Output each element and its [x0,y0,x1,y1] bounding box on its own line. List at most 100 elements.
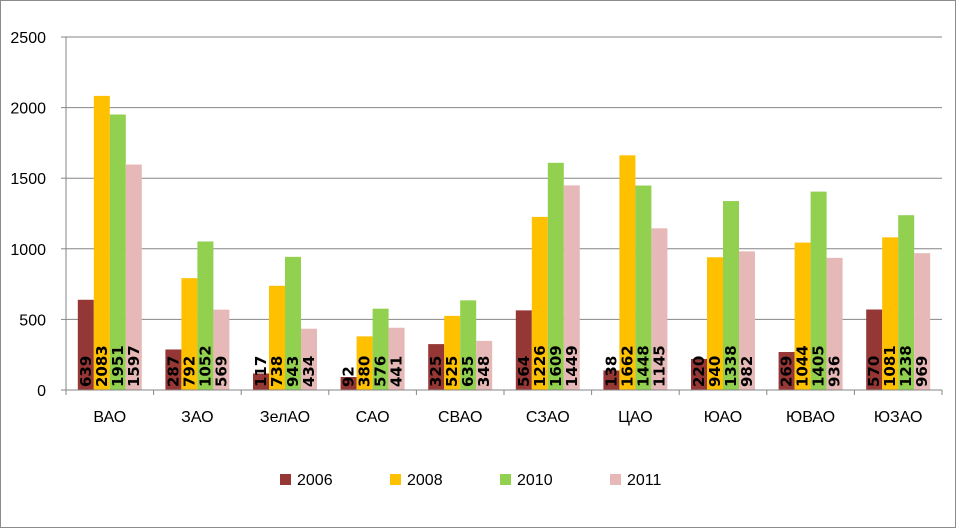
x-tick-label: ЮВАО [786,409,835,426]
bar [826,257,843,390]
data-label: 1951 [109,345,127,387]
data-label: 569 [212,356,230,387]
bar [547,162,564,390]
bar [356,336,373,390]
data-label: 940 [706,356,724,387]
bar [77,299,94,390]
y-tick-label: 1500 [10,171,46,188]
bar [109,114,126,390]
data-label: 2083 [93,345,111,387]
data-label: 564 [515,356,533,387]
bar [531,216,548,390]
data-label: 1662 [618,345,636,387]
x-tick-label: ЦАО [618,409,653,426]
x-tick-label: ЮЗАО [874,409,923,426]
bars [77,95,931,390]
x-tick-label: ВАО [93,409,126,426]
data-label: 92 [340,366,358,387]
data-label: 1609 [547,345,565,387]
bar [269,285,285,390]
legend-swatch [390,474,401,485]
y-tick-label: 2000 [10,101,46,118]
legend-label: 2010 [517,472,553,489]
data-label: 138 [602,356,620,387]
data-label: 348 [475,356,493,387]
legend: 2006 2008 2010 2011 [280,472,662,489]
bar [388,327,405,390]
bar [460,300,477,390]
bar [739,251,755,390]
bar [197,241,214,390]
data-label: 1226 [531,345,549,387]
y-tick-label: 500 [19,312,46,329]
bar [340,377,357,390]
data-label: 1449 [563,345,581,387]
y-axis: 0 500 1000 1500 2000 2500 [10,30,67,400]
data-label: 982 [738,356,756,387]
data-label: 325 [427,356,445,387]
legend-swatch [500,474,511,485]
data-label: 943 [284,356,302,387]
bar [810,191,827,390]
data-label: 1052 [196,345,214,387]
data-label: 117 [252,356,270,387]
y-tick-label: 2500 [10,30,46,47]
data-label: 969 [913,356,931,387]
data-label: 1145 [650,345,668,387]
x-tick-label: СВАО [438,409,482,426]
data-label: 1597 [125,345,143,387]
bar [301,328,317,390]
data-label: 380 [356,356,374,387]
data-label: 936 [826,356,844,387]
data-label: 1044 [794,345,812,387]
bar [444,315,461,390]
data-label: 639 [77,356,95,387]
x-tick-label: СЗАО [526,409,570,426]
bar [619,155,636,390]
bar [515,310,532,390]
x-tick-label: ЗелАО [260,409,310,426]
legend-label: 2011 [627,472,662,489]
data-label: 1448 [634,345,652,387]
data-label: 570 [865,356,883,387]
bar [794,242,811,390]
y-tick-label: 0 [37,383,46,400]
data-label: 434 [300,356,318,387]
bar [563,185,580,390]
bar [165,349,182,390]
bar [707,257,723,390]
bar [723,201,739,390]
bar [125,164,142,390]
bar [778,352,795,390]
data-label: 1338 [722,345,740,387]
x-tick-label: САО [356,409,390,426]
legend-label: 2006 [297,472,333,489]
data-label: 635 [459,356,477,387]
bar [603,370,620,390]
bar [181,278,198,390]
data-label: 287 [164,356,182,387]
data-label: 269 [778,356,796,387]
bar [253,373,269,390]
data-label: 1238 [897,345,915,387]
data-label: 1081 [881,345,899,387]
bar [651,228,668,390]
legend-swatch [610,474,621,485]
data-label: 1405 [810,345,828,387]
bar [866,309,883,390]
data-label: 525 [443,356,461,387]
bar [691,358,707,390]
bar [213,309,230,390]
y-tick-label: 1000 [10,242,46,259]
data-label: 441 [388,356,406,387]
data-label: 792 [180,356,198,387]
data-label: 576 [372,356,390,387]
bar [476,340,493,390]
x-tick-label: ЗАО [181,409,213,426]
data-label: 738 [268,356,286,387]
data-label: 220 [690,356,708,387]
bar [635,185,652,390]
legend-swatch [280,474,291,485]
